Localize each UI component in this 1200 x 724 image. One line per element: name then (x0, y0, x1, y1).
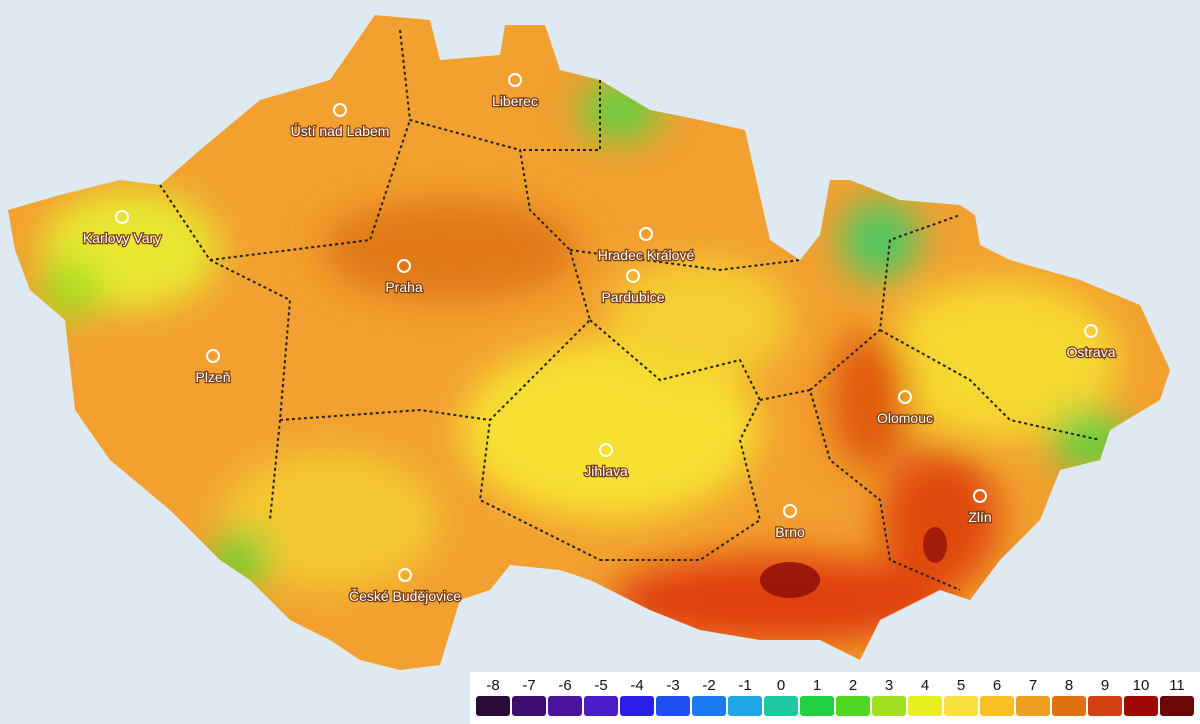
city-marker (599, 443, 613, 457)
city-marker (1084, 324, 1098, 338)
city-label: Ostrava (1066, 344, 1115, 360)
legend-swatch (584, 696, 618, 716)
legend-swatch (872, 696, 906, 716)
city-marker (639, 227, 653, 241)
city-label: Praha (385, 279, 423, 295)
legend-swatch (800, 696, 834, 716)
legend-label: 4 (921, 677, 929, 694)
legend-label: -2 (702, 677, 715, 694)
city-label: Karlovy Vary (83, 230, 161, 246)
legend-swatch (692, 696, 726, 716)
legend-label: 11 (1169, 677, 1185, 694)
city-marker (508, 73, 522, 87)
legend-swatch (1160, 696, 1194, 716)
city-label: České Budějovice (349, 588, 461, 604)
legend-swatch (980, 696, 1014, 716)
legend-label: 3 (885, 677, 893, 694)
legend-swatch (476, 696, 510, 716)
city-label: Hradec Králové (598, 247, 695, 263)
city-marker (333, 103, 347, 117)
legend-swatch (548, 696, 582, 716)
legend-label: -8 (486, 677, 499, 694)
city-label: Plzeň (195, 369, 230, 385)
legend-label: -1 (738, 677, 751, 694)
legend-label: 2 (849, 677, 857, 694)
legend-swatch (1124, 696, 1158, 716)
legend-swatch (656, 696, 690, 716)
legend-swatch (1016, 696, 1050, 716)
city-label: Brno (775, 524, 805, 540)
legend-label: 7 (1029, 677, 1037, 694)
legend-label: 0 (777, 677, 785, 694)
city-marker (898, 390, 912, 404)
legend-label: 8 (1065, 677, 1073, 694)
legend-label: 5 (957, 677, 965, 694)
legend-swatch (836, 696, 870, 716)
legend-label: -3 (666, 677, 679, 694)
legend-label: -6 (558, 677, 571, 694)
city-marker (397, 259, 411, 273)
city-label: Pardubice (601, 289, 664, 305)
legend-label: -7 (522, 677, 535, 694)
legend-label: 10 (1133, 677, 1150, 694)
city-marker (115, 210, 129, 224)
legend-swatch (728, 696, 762, 716)
region-borders (159, 29, 1101, 591)
legend-label: 9 (1101, 677, 1109, 694)
legend-swatch (764, 696, 798, 716)
legend-label: -5 (594, 677, 607, 694)
city-marker (973, 489, 987, 503)
city-label: Liberec (492, 93, 538, 109)
city-marker (206, 349, 220, 363)
legend-swatch (512, 696, 546, 716)
legend-label: -4 (630, 677, 643, 694)
legend-swatch (620, 696, 654, 716)
city-label: Jihlava (584, 463, 628, 479)
legend-swatch (1052, 696, 1086, 716)
legend-swatch (944, 696, 978, 716)
city-marker (398, 568, 412, 582)
legend-label: 1 (813, 677, 821, 694)
city-marker (783, 504, 797, 518)
city-label: Zlín (968, 509, 991, 525)
legend-swatch (908, 696, 942, 716)
city-label: Ústí nad Labem (291, 123, 390, 139)
city-marker (626, 269, 640, 283)
city-label: Olomouc (877, 410, 933, 426)
legend-swatch (1088, 696, 1122, 716)
legend-label: 6 (993, 677, 1001, 694)
